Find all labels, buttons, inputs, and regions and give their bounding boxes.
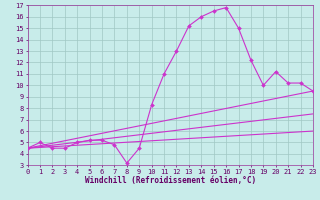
X-axis label: Windchill (Refroidissement éolien,°C): Windchill (Refroidissement éolien,°C): [85, 176, 256, 185]
